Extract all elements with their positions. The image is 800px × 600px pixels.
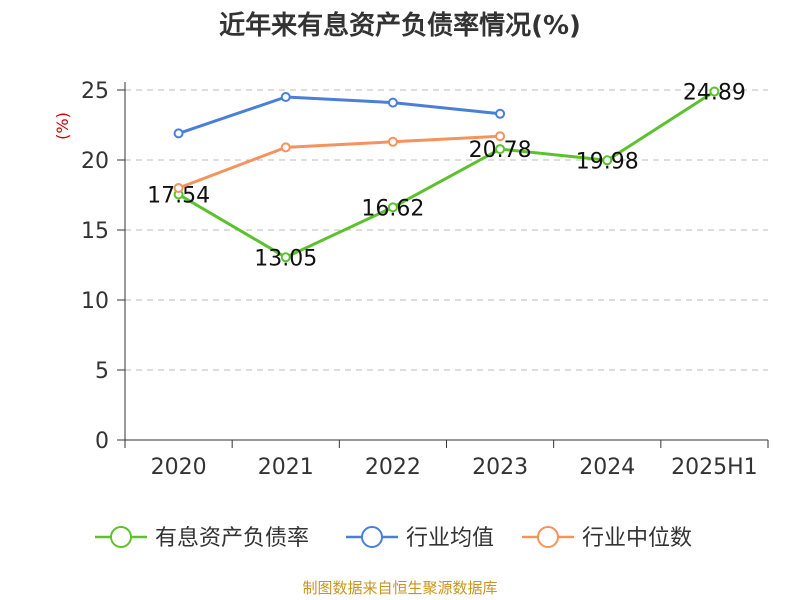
y-tick-label: 10 [81,289,109,314]
data-point[interactable] [387,97,398,108]
data-point[interactable] [495,144,506,155]
data-point[interactable] [280,92,291,102]
legend-marker [361,526,383,548]
x-tick-label: 2023 [472,455,528,480]
data-point[interactable] [387,202,398,213]
legend-item[interactable]: 行业均值 [346,526,494,551]
data-point[interactable] [280,252,291,263]
data-point[interactable] [709,86,720,97]
data-label: 20.78 [469,138,532,163]
data-point[interactable] [602,155,613,166]
x-tick-label: 2024 [579,455,635,480]
series-line [178,134,501,190]
data-label: 13.05 [254,246,317,271]
series-line [177,90,716,259]
legend-label: 行业均值 [406,526,494,551]
legend-label: 行业中位数 [582,526,692,551]
y-tick-label: 0 [95,429,109,454]
x-tick-label: 2022 [365,455,421,480]
legend-item[interactable]: 行业中位数 [522,526,692,551]
y-tick-label: 20 [81,149,109,174]
x-tick-label: 2020 [151,455,207,480]
data-point[interactable] [173,128,184,139]
y-axis-label: (%) [53,112,72,140]
data-label: 19.98 [576,149,639,174]
legend-marker [110,526,132,548]
chart-title: 近年来有息资产负债率情况(%) [219,10,581,41]
legend: 有息资产负债率 行业均值 行业中位数 [95,526,692,551]
data-point[interactable] [387,136,398,147]
data-point[interactable] [495,108,506,119]
x-tick-label: 2021 [258,455,314,480]
y-tick-label: 15 [81,219,109,244]
legend-label: 有息资产负债率 [155,526,309,551]
data-point[interactable] [495,131,506,142]
axes: 0 5 10 15 20 25 2020 2021 2022 2023 2024 2025H1 [81,79,769,480]
y-tick-label: 25 [81,79,109,104]
x-tick-label: 2025H1 [671,455,758,480]
data-label: 16.62 [361,196,424,221]
series-line [178,95,501,135]
legend-marker [537,526,559,548]
grid-lines [125,89,768,371]
source-note: 制图数据来自恒生聚源数据库 [302,579,497,597]
data-point[interactable] [280,142,291,153]
legend-item[interactable]: 有息资产负债率 [95,526,309,551]
data-point[interactable] [173,183,184,193]
data-label: 24.89 [683,81,746,106]
y-tick-label: 5 [95,359,109,384]
